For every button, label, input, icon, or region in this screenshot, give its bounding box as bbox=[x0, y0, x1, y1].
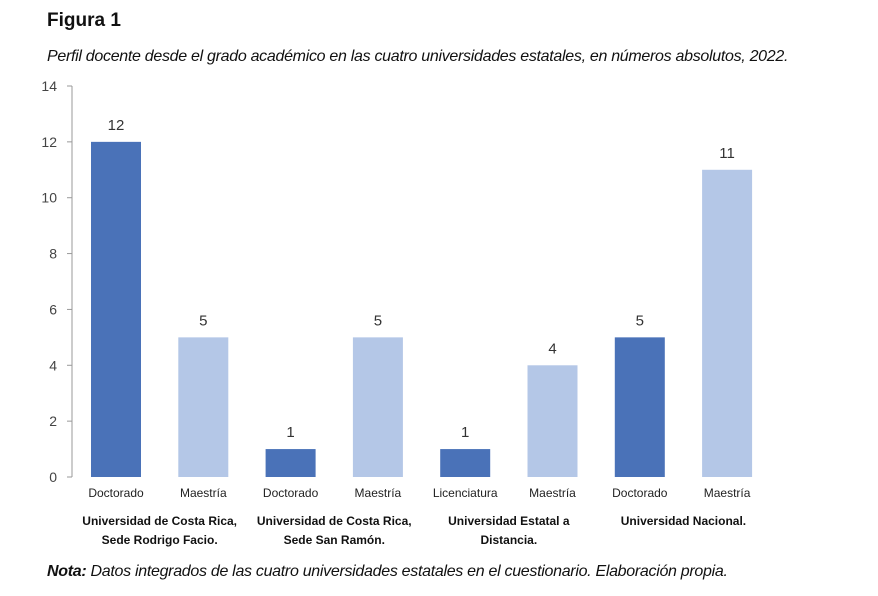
x-tick-label: Doctorado bbox=[612, 486, 668, 500]
bar bbox=[352, 337, 403, 477]
x-tick-label: Maestría bbox=[704, 486, 751, 500]
group-label: Universidad de Costa Rica, bbox=[82, 514, 237, 528]
data-label: 12 bbox=[108, 117, 125, 134]
x-tick-label: Doctorado bbox=[263, 486, 319, 500]
note: Nota: Datos integrados de las cuatro uni… bbox=[47, 563, 728, 581]
note-text: Datos integrados de las cuatro universid… bbox=[86, 563, 728, 580]
bar bbox=[702, 169, 753, 478]
data-label: 5 bbox=[374, 312, 382, 329]
bar bbox=[91, 141, 141, 477]
group-label: Sede Rodrigo Facio. bbox=[102, 533, 218, 547]
note-label: Nota: bbox=[47, 563, 87, 580]
x-tick-label: Maestría bbox=[180, 486, 227, 500]
data-label: 5 bbox=[199, 312, 207, 329]
group-label: Universidad de Costa Rica, bbox=[257, 514, 412, 528]
x-tick-label: Maestría bbox=[355, 486, 402, 500]
data-label: 5 bbox=[636, 312, 644, 329]
y-tick-label: 12 bbox=[41, 134, 57, 150]
y-tick-label: 4 bbox=[49, 357, 57, 373]
group-label: Distancia. bbox=[480, 533, 537, 547]
bar bbox=[527, 365, 578, 477]
bar bbox=[265, 449, 316, 477]
data-label: 11 bbox=[719, 145, 735, 162]
data-label: 4 bbox=[548, 340, 556, 357]
chart-title: Perfil docente desde el grado académico … bbox=[47, 48, 789, 65]
bar bbox=[440, 449, 491, 477]
bar bbox=[178, 337, 229, 477]
y-tick-label: 0 bbox=[49, 469, 57, 485]
group-label: Universidad Estatal a bbox=[448, 514, 570, 528]
y-tick-label: 14 bbox=[41, 78, 57, 94]
y-tick-label: 2 bbox=[49, 413, 57, 429]
group-label: Universidad Nacional. bbox=[621, 514, 746, 528]
y-tick-label: 6 bbox=[49, 301, 57, 317]
figure-label: Figura 1 bbox=[47, 10, 121, 31]
bar bbox=[614, 337, 665, 477]
group-label: Sede San Ramón. bbox=[284, 533, 385, 547]
x-tick-label: Licenciatura bbox=[433, 486, 498, 500]
data-label: 1 bbox=[461, 424, 469, 441]
y-tick-label: 10 bbox=[41, 190, 57, 206]
x-tick-label: Maestría bbox=[529, 486, 576, 500]
data-label: 1 bbox=[286, 424, 294, 441]
y-tick-label: 8 bbox=[49, 246, 57, 262]
x-tick-label: Doctorado bbox=[88, 486, 144, 500]
